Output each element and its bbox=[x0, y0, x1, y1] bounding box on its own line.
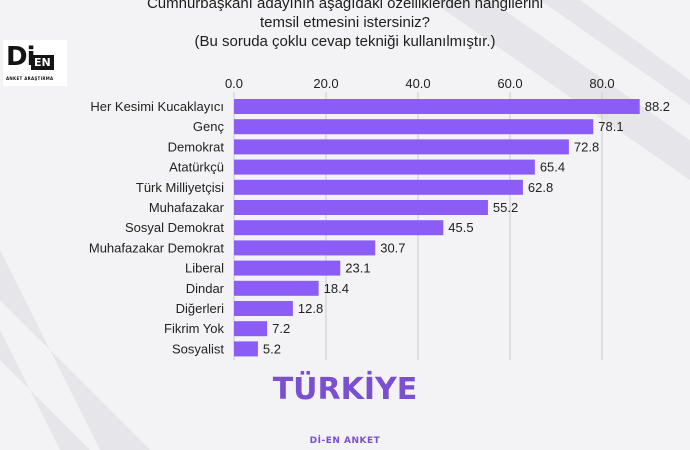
data-label: 30.7 bbox=[380, 240, 405, 255]
title-line-2: temsil etmesini istersiniz? bbox=[259, 14, 431, 31]
bar bbox=[234, 240, 376, 256]
logo-main-text: Di bbox=[6, 42, 35, 72]
category-label: Sosyal Demokrat bbox=[125, 220, 224, 235]
data-label: 7.2 bbox=[272, 321, 290, 336]
bar bbox=[234, 139, 569, 155]
data-label: 55.2 bbox=[493, 200, 518, 215]
logo-badge: EN bbox=[31, 55, 54, 70]
data-label: 5.2 bbox=[263, 341, 281, 356]
category-label: Fikrim Yok bbox=[164, 321, 224, 336]
bar bbox=[234, 321, 268, 337]
chart-title: Cumhurbaşkanı adayının aşağıdaki özellik… bbox=[0, 0, 690, 51]
bar bbox=[234, 200, 488, 215]
bar bbox=[234, 220, 444, 236]
dien-logo: Di EN ANKET ARAŞTIRMA bbox=[3, 40, 67, 86]
bar bbox=[234, 99, 640, 114]
data-label: 72.8 bbox=[574, 139, 599, 154]
logo-subtitle: ANKET ARAŞTIRMA bbox=[6, 76, 54, 81]
bar bbox=[234, 341, 258, 357]
data-label: 78.1 bbox=[598, 119, 623, 134]
bar bbox=[234, 179, 523, 195]
data-label: 88.2 bbox=[645, 99, 670, 114]
bar bbox=[234, 301, 293, 316]
category-label: Muhafazakar Demokrat bbox=[89, 240, 224, 255]
x-tick-label: 80.0 bbox=[589, 76, 614, 91]
category-label: Atatürkçü bbox=[169, 160, 224, 175]
bar-chart: 0.0 20.0 40.0 60.0 80.0 Her Kesimi Kucaklayıc… bbox=[89, 76, 670, 360]
x-tick-label: 0.0 bbox=[225, 76, 243, 91]
category-label: Muhafazakar bbox=[149, 200, 225, 215]
data-label: 12.8 bbox=[298, 301, 323, 316]
data-label: 45.5 bbox=[448, 220, 473, 235]
x-tick-label: 20.0 bbox=[313, 76, 338, 91]
category-label: Sosyalist bbox=[172, 341, 224, 356]
title-line-1: Cumhurbaşkanı adayının aşağıdaki özellik… bbox=[146, 0, 544, 12]
category-label: Demokrat bbox=[168, 139, 225, 154]
category-label: Her Kesimi Kucaklayıcı bbox=[90, 99, 224, 114]
footer-label: Dİ-EN ANKET bbox=[309, 436, 381, 446]
title-line-3: (Bu soruda çoklu cevap tekniği kullanılm… bbox=[194, 33, 496, 50]
data-label: 18.4 bbox=[324, 281, 349, 296]
category-label: Genç bbox=[193, 119, 225, 134]
bar bbox=[234, 159, 535, 175]
data-label: 65.4 bbox=[540, 160, 565, 175]
x-tick-label: 60.0 bbox=[497, 76, 522, 91]
category-label: Diğerleri bbox=[176, 301, 225, 316]
category-label: Dindar bbox=[186, 281, 225, 296]
country-label: TÜRKİYE bbox=[272, 372, 418, 407]
bar bbox=[234, 119, 594, 135]
data-label: 62.8 bbox=[528, 180, 553, 195]
category-label: Türk Milliyetçisi bbox=[136, 180, 224, 195]
x-tick-label: 40.0 bbox=[405, 76, 430, 91]
data-label: 23.1 bbox=[345, 261, 370, 276]
bar bbox=[234, 260, 341, 276]
bar bbox=[234, 280, 319, 296]
category-label: Liberal bbox=[185, 261, 224, 276]
